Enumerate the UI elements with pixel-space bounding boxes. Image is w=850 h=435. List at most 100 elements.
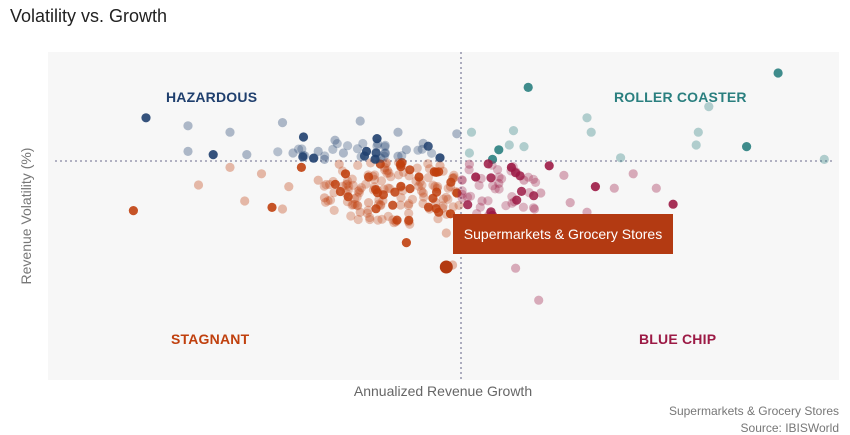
data-point-hazardous[interactable] <box>183 121 193 131</box>
data-point-hazardous[interactable] <box>380 140 390 150</box>
data-point-hazardous[interactable] <box>277 118 288 128</box>
data-point-stagnant[interactable] <box>364 198 374 208</box>
data-point-hazardous[interactable] <box>370 154 380 164</box>
data-point-stagnant[interactable] <box>396 162 406 172</box>
data-point-hazardous[interactable] <box>298 132 309 142</box>
data-point-roller_coaster[interactable] <box>691 140 701 150</box>
data-point-stagnant[interactable] <box>354 188 364 198</box>
data-point-hazardous[interactable] <box>320 151 330 161</box>
data-point-stagnant[interactable] <box>374 199 384 209</box>
data-point-stagnant[interactable] <box>411 176 421 186</box>
data-point-blue-chip[interactable] <box>524 188 534 198</box>
data-point-blue-chip[interactable] <box>488 181 498 191</box>
data-point-stagnant[interactable] <box>390 187 400 197</box>
data-point-stagnant[interactable] <box>441 209 452 219</box>
data-point-hazardous[interactable] <box>358 138 368 149</box>
data-point-stagnant[interactable] <box>388 200 398 210</box>
data-point-hazardous[interactable] <box>423 141 433 151</box>
data-point-stagnant[interactable] <box>380 165 390 175</box>
data-point-stagnant[interactable] <box>361 179 371 189</box>
data-point-stagnant[interactable] <box>370 170 380 180</box>
data-point-hazardous[interactable] <box>397 151 407 161</box>
data-point-roller_coaster[interactable] <box>519 142 529 152</box>
data-point-blue-chip[interactable] <box>511 167 521 177</box>
data-point-roller_coaster[interactable] <box>616 153 626 163</box>
data-point-stagnant[interactable] <box>404 215 414 225</box>
data-point-blue_chip[interactable] <box>668 199 678 209</box>
data-point-blue_chip[interactable] <box>559 170 569 180</box>
data-point-stagnant[interactable] <box>438 201 448 211</box>
data-point-stagnant[interactable] <box>414 172 424 182</box>
data-point-stagnant[interactable] <box>396 181 406 191</box>
data-point-stagnant[interactable] <box>423 159 433 169</box>
data-point-stagnant[interactable] <box>452 188 462 198</box>
data-point-stagnant[interactable] <box>403 200 413 210</box>
data-point-stagnant[interactable] <box>341 180 351 190</box>
data-point-stagnant[interactable] <box>405 165 415 175</box>
data-point-stagnant[interactable] <box>325 195 336 205</box>
data-point-stagnant[interactable] <box>438 166 448 176</box>
data-point-stagnant[interactable] <box>342 179 352 189</box>
data-point-stagnant[interactable] <box>379 184 389 194</box>
data-point-hazardous[interactable] <box>379 151 389 161</box>
data-point-stagnant[interactable] <box>344 181 354 191</box>
data-point-hazardous[interactable] <box>338 148 348 158</box>
data-point-hazardous[interactable] <box>141 113 151 123</box>
data-point-roller_coaster[interactable] <box>494 145 504 155</box>
data-point-stagnant[interactable] <box>321 179 331 190</box>
data-point-stagnant[interactable] <box>337 166 348 176</box>
data-point-stagnant[interactable] <box>396 193 406 203</box>
data-point-blue-chip[interactable] <box>494 172 504 182</box>
data-point-hazardous[interactable] <box>298 152 308 162</box>
data-point-stagnant[interactable] <box>365 212 375 223</box>
data-point-stagnant[interactable] <box>376 200 386 210</box>
data-point-stagnant[interactable] <box>415 177 425 187</box>
data-point-stagnant[interactable] <box>385 183 395 194</box>
data-point-stagnant[interactable] <box>398 186 408 196</box>
data-point-stagnant[interactable] <box>389 218 399 228</box>
data-point-hazardous[interactable] <box>380 142 390 152</box>
data-point-stagnant[interactable] <box>432 183 442 193</box>
data-point-blue-chip[interactable] <box>457 189 467 199</box>
data-point-stagnant[interactable] <box>338 181 348 191</box>
data-point-stagnant[interactable] <box>352 200 362 210</box>
data-point-blue-chip[interactable] <box>475 202 485 212</box>
data-point-stagnant[interactable] <box>374 195 384 205</box>
data-point-stagnant[interactable] <box>404 208 414 218</box>
data-point-stagnant[interactable] <box>364 172 374 182</box>
data-point-stagnant[interactable] <box>340 169 351 179</box>
data-point-stagnant[interactable] <box>388 215 398 225</box>
data-point-hazardous[interactable] <box>435 153 445 163</box>
data-point-stagnant[interactable] <box>296 162 306 172</box>
data-point-blue-chip[interactable] <box>512 195 522 205</box>
data-point-hazardous[interactable] <box>359 151 370 161</box>
data-point-roller_coaster[interactable] <box>819 154 829 164</box>
data-point-blue-chip[interactable] <box>476 173 486 184</box>
data-point-blue-chip[interactable] <box>463 200 473 210</box>
data-point-stagnant[interactable] <box>225 162 235 172</box>
data-point-blue-chip[interactable] <box>457 175 467 185</box>
data-point-blue_chip[interactable] <box>628 169 638 179</box>
data-point-blue-chip[interactable] <box>474 180 484 190</box>
data-point-stagnant[interactable] <box>319 181 329 191</box>
highlight-callout[interactable]: Supermarkets & Grocery Stores <box>453 214 673 254</box>
data-point-roller_coaster[interactable] <box>586 127 596 137</box>
data-point-stagnant[interactable] <box>431 204 441 214</box>
data-point-stagnant[interactable] <box>449 170 459 180</box>
data-point-hazardous[interactable] <box>294 144 304 154</box>
data-point-stagnant[interactable] <box>401 238 411 248</box>
data-point-hazardous[interactable] <box>372 134 382 144</box>
data-point-stagnant[interactable] <box>380 163 390 173</box>
data-point-blue-chip[interactable] <box>483 159 493 169</box>
data-point-stagnant[interactable] <box>419 192 429 202</box>
data-point-hazardous[interactable] <box>297 144 307 154</box>
data-point-blue-chip[interactable] <box>457 175 467 185</box>
data-point-stagnant[interactable] <box>383 183 393 193</box>
data-point-stagnant[interactable] <box>362 208 372 218</box>
data-point-roller_coaster[interactable] <box>704 102 714 112</box>
data-point-blue_chip[interactable] <box>494 178 504 188</box>
data-point-blue-chip[interactable] <box>486 173 496 183</box>
data-point-stagnant[interactable] <box>355 207 365 217</box>
data-point-blue-chip[interactable] <box>465 191 476 201</box>
data-point-stagnant[interactable] <box>371 185 381 195</box>
